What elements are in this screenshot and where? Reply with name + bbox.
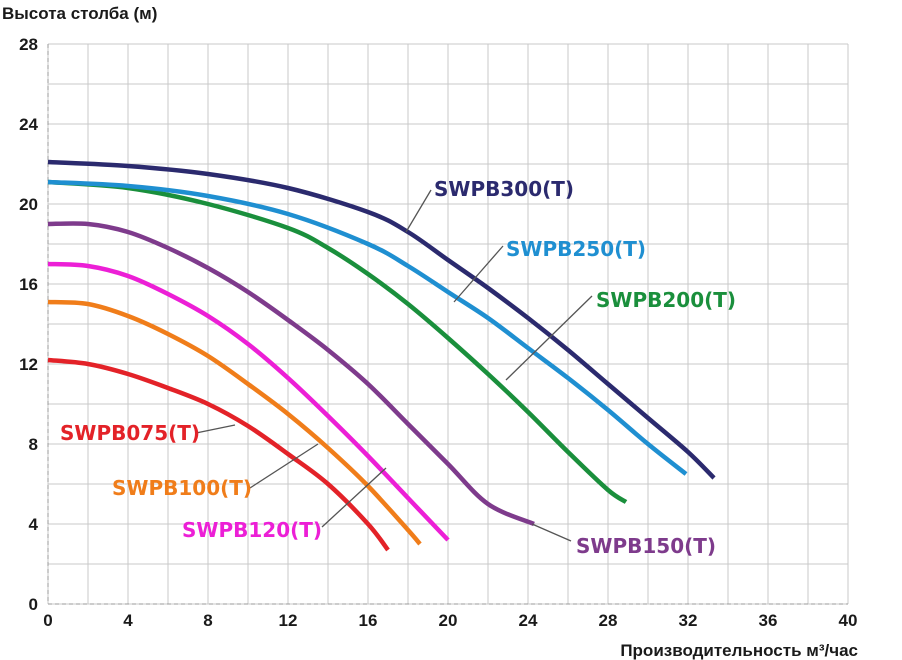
series-group: [47, 159, 716, 552]
series-label-swpb120-t: SWPB120(T): [182, 518, 322, 542]
x-tick-label: 24: [519, 611, 538, 630]
x-tick-label: 36: [759, 611, 778, 630]
series-label-swpb150-t: SWPB150(T): [576, 534, 716, 558]
series-label-swpb200-t: SWPB200(T): [596, 288, 736, 312]
leader-swpb200-t: [505, 295, 593, 381]
leader-swpb120-t: [321, 467, 387, 528]
plot-frame: [47, 44, 848, 605]
x-tick-label: 28: [599, 611, 618, 630]
series-line-swpb100-t: [47, 299, 422, 546]
y-tick-label: 20: [19, 195, 38, 214]
x-tick-label: 12: [279, 611, 298, 630]
y-tick-label: 12: [19, 355, 38, 374]
x-tick-label: 40: [839, 611, 858, 630]
series-line-swpb120-t: [47, 261, 450, 542]
x-tick-label: 20: [439, 611, 458, 630]
y-tick-label: 4: [29, 515, 39, 534]
leader-lines: [195, 189, 593, 542]
grid: [47, 43, 849, 605]
y-tick-label: 28: [19, 35, 38, 54]
y-tick-label: 16: [19, 275, 38, 294]
x-tick-label: 0: [43, 611, 52, 630]
x-tick-label: 32: [679, 611, 698, 630]
series-label-swpb300-t: SWPB300(T): [434, 177, 574, 201]
leader-swpb300-t: [405, 189, 432, 233]
x-tick-label: 8: [203, 611, 212, 630]
series-line-swpb075-t: [47, 357, 390, 552]
series-label-swpb250-t: SWPB250(T): [506, 237, 646, 261]
y-tick-label: 0: [29, 595, 38, 614]
series-line-swpb300-t: [47, 159, 716, 480]
x-tick-label: 16: [359, 611, 378, 630]
leader-swpb250-t: [453, 245, 504, 303]
leader-swpb075-t: [195, 424, 236, 434]
series-line-swpb250-t: [47, 179, 688, 476]
x-axis-title: Производительность м³/час: [620, 641, 858, 660]
series-labels: SWPB075(T) SWPB100(T) SWPB120(T) SWPB150(T)…: [60, 177, 736, 558]
y-tick-label: 8: [29, 435, 38, 454]
series-line-swpb150-t: [47, 221, 535, 527]
leader-swpb150-t: [531, 523, 572, 542]
series-line-swpb200-t: [47, 179, 628, 504]
series-label-swpb100-t: SWPB100(T): [112, 476, 252, 500]
series-label-swpb075-t: SWPB075(T): [60, 421, 200, 445]
leader-swpb100-t: [249, 443, 319, 489]
y-tick-labels: 0 4 8 12 16 20 24 28: [19, 35, 38, 614]
x-tick-labels: 0 4 8 12 16 20 24 28 32 36 40: [43, 611, 857, 630]
y-tick-label: 24: [19, 115, 38, 134]
y-axis-title: Высота столба (м): [2, 4, 157, 23]
x-tick-label: 4: [123, 611, 133, 630]
